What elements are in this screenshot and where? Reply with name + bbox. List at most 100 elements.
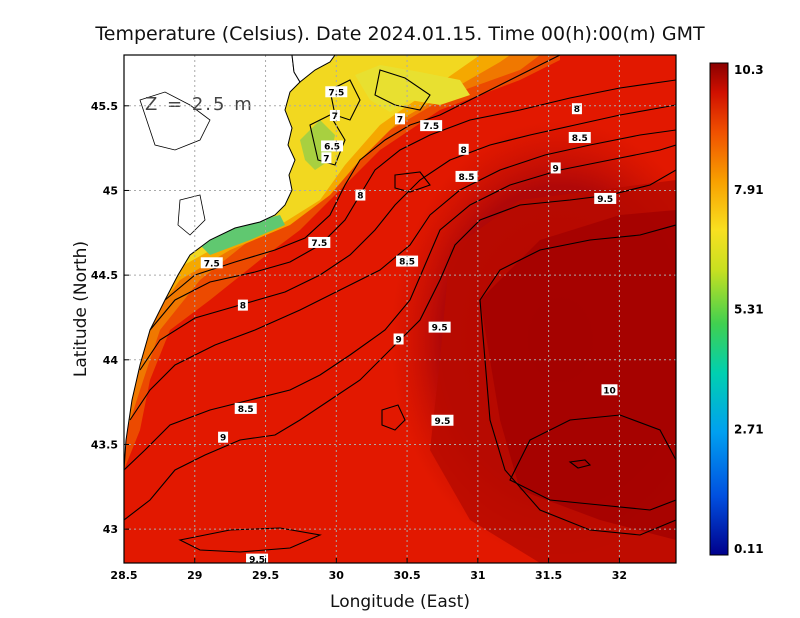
land-delta xyxy=(291,55,336,83)
contour-label: 6.5 xyxy=(321,140,344,152)
contour-label-bg xyxy=(355,189,366,201)
contour-label-text: 9.5 xyxy=(249,556,265,566)
contour-label-bg xyxy=(321,140,344,152)
contour-label-bg xyxy=(308,236,331,248)
y-tick-label: 44.5 xyxy=(91,269,118,282)
y-tick-label: 45.5 xyxy=(91,100,118,113)
contour-label-bg xyxy=(237,299,248,311)
gridlines xyxy=(124,55,676,563)
contour-label-bg xyxy=(601,384,618,396)
plot-frame xyxy=(123,54,677,564)
y-tick-label: 43.5 xyxy=(91,438,118,451)
colorbar-tick-label: 5.31 xyxy=(734,303,764,317)
contour-label: 7.5 xyxy=(308,236,331,249)
depth-label: Z = 2.5 m xyxy=(145,94,254,115)
contour-label-text: 7.5 xyxy=(311,239,327,249)
contour-label: 7 xyxy=(329,109,340,122)
contour-label-text: 8.5 xyxy=(399,258,415,268)
x-tick-label: 31 xyxy=(470,569,485,582)
colorbar xyxy=(709,62,729,556)
x-tick-label: 32 xyxy=(612,569,627,582)
y-axis-ticks: 45.5 45 44.5 44 43.5 43 xyxy=(91,100,129,536)
contour-label-text: 7 xyxy=(397,115,403,125)
contour-label: 9.5 xyxy=(428,321,451,334)
x-axis-ticks: 28.5 29 29.5 30 30.5 31 31.5 32 xyxy=(110,558,627,582)
contour-label: 8 xyxy=(571,103,582,115)
contour-label-bg xyxy=(455,170,478,182)
contour-label-text: 8 xyxy=(574,105,580,115)
lake-outline xyxy=(177,194,206,236)
contour-label-bg xyxy=(329,109,340,121)
x-tick-label: 30.5 xyxy=(394,569,421,582)
contour-label-text: 7 xyxy=(332,112,338,122)
colorbar-tick-label: 10.3 xyxy=(734,63,764,77)
colorbar-ticks: 10.3 7.91 5.31 2.71 0.11 xyxy=(734,63,764,556)
contour-label: 7 xyxy=(395,113,405,125)
contour-label: 9 xyxy=(218,431,229,444)
contour-label-bg xyxy=(420,120,443,132)
contour-label-text: 8.5 xyxy=(572,134,588,144)
contour-label-text: 9 xyxy=(220,434,226,444)
plot-area: Z = 2.5 m 7.57 77.56.5788.5888.599.57.57.… xyxy=(124,55,676,566)
contour-label: 8.5 xyxy=(568,131,591,144)
y-tick-label: 43 xyxy=(103,523,118,536)
contour-label-bg xyxy=(431,414,454,426)
contour-label: 8 xyxy=(355,189,366,202)
contour-label-text: 7.5 xyxy=(204,259,220,269)
contour-label-bg xyxy=(393,333,404,345)
contour-label: 7 xyxy=(321,152,332,164)
contour-label: 9 xyxy=(393,333,404,345)
sea-warmest-eddy xyxy=(480,210,676,540)
contour-labels: 7.5 7 7 7.5 6.5 7 8 8.5 8 8 8.5 9 9.5 7.5 7.5 8.5 8 9.5 9 1… xyxy=(200,86,618,566)
x-tick-label: 29.5 xyxy=(252,569,279,582)
y-tick-label: 45 xyxy=(103,184,118,197)
contour-label-text: 9 xyxy=(553,164,559,174)
colorbar-tick-label: 2.71 xyxy=(734,422,764,436)
contour-label: 9.5 xyxy=(594,192,617,205)
contour-label-text: 8 xyxy=(240,302,246,312)
contour-label-text: 8.5 xyxy=(238,405,254,415)
contour-label: 7.5 xyxy=(420,120,443,132)
contour-label: 8.5 xyxy=(234,402,257,415)
contour-label: 8 xyxy=(458,143,469,156)
y-axis-label: Latitude (North) xyxy=(71,241,91,377)
contour-label-text: 8.5 xyxy=(459,173,475,183)
contour-label-bg xyxy=(428,321,451,333)
contour-label-text: 9 xyxy=(395,335,401,345)
contour-label: 9.5 xyxy=(246,553,269,566)
contour-label-text: 6.5 xyxy=(324,142,340,152)
contour-label-bg xyxy=(550,162,561,174)
contour-label-bg xyxy=(234,402,257,414)
sea-cold-tongue xyxy=(355,65,470,112)
contour-label-bg xyxy=(568,131,591,143)
contour-label-bg xyxy=(571,103,582,115)
contour-label-bg xyxy=(458,143,469,155)
x-tick-label: 28.5 xyxy=(110,569,137,582)
contour-label-text: 7.5 xyxy=(423,122,439,132)
x-tick-label: 31.5 xyxy=(535,569,562,582)
land-west-coast xyxy=(124,55,301,471)
contour-label-text: 8 xyxy=(461,146,467,156)
contour-label: 7.5 xyxy=(200,257,223,269)
contour-label-text: 8 xyxy=(357,192,363,202)
contour-label-text: 9.5 xyxy=(432,324,448,334)
lagoon-outline xyxy=(139,91,211,151)
contour-label: 9.5 xyxy=(431,414,454,427)
contour-label-bg xyxy=(594,192,617,204)
colorbar-tick-label: 0.11 xyxy=(734,542,764,556)
contour-label: 9 xyxy=(550,162,561,174)
colorbar-tick-label: 7.91 xyxy=(734,183,764,197)
contour-label: 10 xyxy=(601,384,618,396)
x-axis-label: Longitude (East) xyxy=(330,592,470,612)
x-tick-label: 29 xyxy=(187,569,202,582)
contour-label-bg xyxy=(321,152,332,164)
contour-label-text: 7 xyxy=(323,154,329,164)
contour-label: 8.5 xyxy=(455,170,478,183)
contour-label-text: 7.5 xyxy=(328,88,344,98)
contour-label-bg xyxy=(395,113,405,125)
contour-label-text: 10 xyxy=(603,386,616,396)
contour-label-bg xyxy=(218,431,229,443)
contour-label-bg xyxy=(200,257,223,269)
map-title: Temperature (Celsius). Date 2024.01.15. … xyxy=(94,23,705,45)
